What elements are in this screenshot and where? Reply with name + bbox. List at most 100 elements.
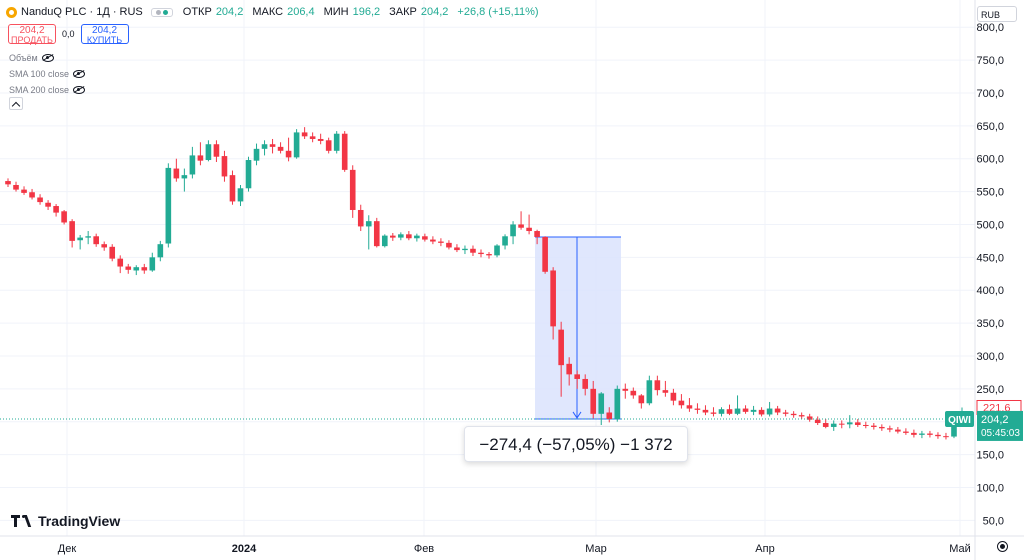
candle[interactable]	[269, 138, 276, 154]
measurement-area[interactable]	[535, 236, 621, 419]
candle[interactable]	[646, 375, 653, 406]
sell-button[interactable]: 204,2 ПРОДАТЬ	[8, 24, 56, 45]
candle[interactable]	[165, 163, 172, 248]
candle[interactable]	[454, 244, 460, 253]
candle[interactable]	[109, 244, 116, 262]
candle[interactable]	[181, 168, 188, 192]
candle[interactable]	[774, 405, 781, 416]
candle[interactable]	[21, 186, 27, 195]
candle[interactable]	[357, 204, 364, 232]
candle[interactable]	[806, 413, 813, 422]
candle[interactable]	[838, 420, 845, 429]
candle[interactable]	[205, 140, 212, 162]
eye-hidden-icon[interactable]	[73, 70, 86, 78]
candle[interactable]	[862, 421, 869, 429]
candle[interactable]	[574, 370, 580, 389]
candle[interactable]	[301, 127, 308, 139]
candle[interactable]	[630, 387, 637, 399]
candle[interactable]	[614, 385, 621, 422]
indicator-volume[interactable]: Объём	[9, 53, 54, 63]
candle[interactable]	[125, 263, 132, 274]
candle[interactable]	[510, 221, 516, 245]
candle[interactable]	[935, 432, 941, 439]
collapse-legend-button[interactable]	[9, 97, 23, 110]
candle[interactable]	[654, 375, 661, 396]
candle[interactable]	[726, 404, 733, 416]
candle[interactable]	[518, 211, 524, 230]
candle[interactable]	[798, 412, 805, 420]
candle[interactable]	[662, 380, 669, 397]
candle[interactable]	[550, 267, 556, 340]
candle[interactable]	[85, 231, 91, 245]
candle[interactable]	[534, 229, 540, 245]
candle[interactable]	[903, 428, 909, 435]
candle[interactable]	[349, 165, 356, 218]
tradingview-logo[interactable]: TradingView	[11, 513, 120, 529]
candle[interactable]	[430, 236, 436, 245]
candle[interactable]	[293, 129, 300, 159]
candle[interactable]	[446, 240, 452, 250]
candle[interactable]	[494, 244, 500, 258]
candle[interactable]	[309, 132, 316, 143]
candle[interactable]	[277, 142, 284, 154]
candle[interactable]	[470, 245, 476, 257]
candle[interactable]	[871, 423, 877, 430]
candle[interactable]	[117, 255, 124, 274]
candle[interactable]	[13, 181, 19, 192]
candle[interactable]	[341, 131, 348, 172]
measurement-overlay[interactable]	[535, 236, 621, 420]
candle[interactable]	[197, 142, 204, 166]
candle[interactable]	[478, 249, 484, 258]
candle[interactable]	[285, 137, 292, 162]
candle[interactable]	[229, 170, 236, 205]
candle[interactable]	[45, 200, 51, 210]
candle[interactable]	[317, 133, 324, 145]
symbol-title[interactable]: NanduQ PLC · 1Д · RUS	[21, 6, 143, 18]
candle[interactable]	[638, 394, 645, 409]
indicator-sma100[interactable]: SMA 100 close	[9, 69, 86, 79]
candle[interactable]	[213, 140, 220, 162]
candle[interactable]	[141, 263, 148, 274]
candle[interactable]	[381, 234, 388, 248]
candle[interactable]	[678, 394, 685, 409]
candle[interactable]	[558, 321, 564, 397]
candle[interactable]	[742, 405, 749, 414]
candle[interactable]	[93, 233, 99, 247]
candle[interactable]	[69, 219, 75, 248]
candle[interactable]	[854, 419, 861, 427]
candle[interactable]	[149, 252, 156, 272]
candle[interactable]	[221, 150, 228, 182]
currency-selector[interactable]: RUB	[977, 6, 1017, 22]
candle[interactable]	[911, 429, 917, 438]
candle[interactable]	[790, 411, 797, 418]
candle[interactable]	[61, 209, 67, 225]
candle[interactable]	[365, 215, 372, 250]
candle[interactable]	[927, 430, 933, 438]
candle[interactable]	[590, 380, 597, 419]
candle[interactable]	[758, 407, 765, 417]
candle[interactable]	[582, 374, 589, 396]
candle[interactable]	[919, 430, 925, 439]
candle[interactable]	[718, 407, 725, 417]
candle[interactable]	[694, 403, 701, 414]
candle[interactable]	[157, 240, 164, 262]
candle[interactable]	[943, 432, 949, 440]
candle[interactable]	[189, 146, 196, 179]
candle[interactable]	[29, 188, 35, 200]
candle[interactable]	[373, 217, 380, 248]
candle[interactable]	[398, 232, 404, 241]
eye-hidden-icon[interactable]	[73, 86, 86, 94]
candle[interactable]	[830, 420, 837, 431]
candle[interactable]	[422, 233, 428, 242]
eye-hidden-icon[interactable]	[41, 54, 54, 62]
candle[interactable]	[846, 415, 853, 429]
candle[interactable]	[887, 425, 893, 433]
candle[interactable]	[879, 424, 885, 431]
candle[interactable]	[390, 232, 396, 241]
candle[interactable]	[782, 409, 789, 417]
candle[interactable]	[462, 245, 468, 255]
time-axis[interactable]: Дек 2024 Фев Мар Апр Май	[0, 535, 1024, 555]
candle[interactable]	[526, 214, 532, 235]
candle[interactable]	[101, 241, 108, 251]
